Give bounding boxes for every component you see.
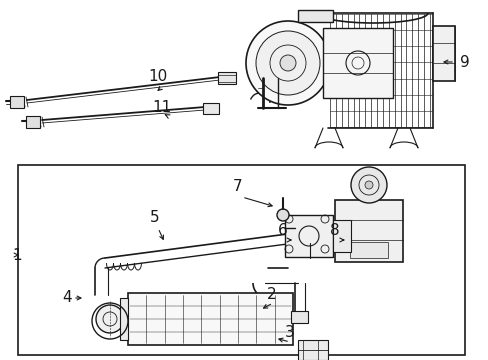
Bar	[297, 10, 332, 22]
Bar	[297, 340, 327, 360]
Text: 8: 8	[329, 223, 339, 238]
Bar	[218, 72, 236, 84]
Bar	[432, 26, 454, 81]
Circle shape	[96, 305, 124, 333]
Text: 9: 9	[459, 54, 469, 69]
Text: 11: 11	[152, 100, 171, 115]
Bar	[334, 200, 402, 262]
Bar	[128, 293, 292, 345]
Bar	[203, 103, 219, 114]
Bar	[290, 311, 307, 323]
Bar	[18, 165, 464, 355]
Circle shape	[256, 31, 319, 95]
Text: 6: 6	[278, 223, 287, 238]
Circle shape	[276, 209, 288, 221]
Text: 5: 5	[150, 210, 160, 225]
Text: 4: 4	[62, 291, 72, 306]
Text: 2: 2	[266, 287, 276, 302]
Bar	[120, 298, 128, 340]
Bar	[26, 116, 40, 128]
Text: 1: 1	[12, 248, 21, 262]
Text: 3: 3	[285, 325, 294, 340]
Circle shape	[350, 167, 386, 203]
Bar	[285, 215, 332, 257]
Bar	[323, 28, 392, 98]
Bar	[10, 96, 24, 108]
Text: 10: 10	[148, 69, 167, 84]
Circle shape	[245, 21, 329, 105]
Circle shape	[280, 55, 295, 71]
Circle shape	[364, 181, 372, 189]
Bar	[349, 242, 387, 258]
Bar	[332, 220, 350, 252]
Text: 7: 7	[232, 179, 242, 194]
